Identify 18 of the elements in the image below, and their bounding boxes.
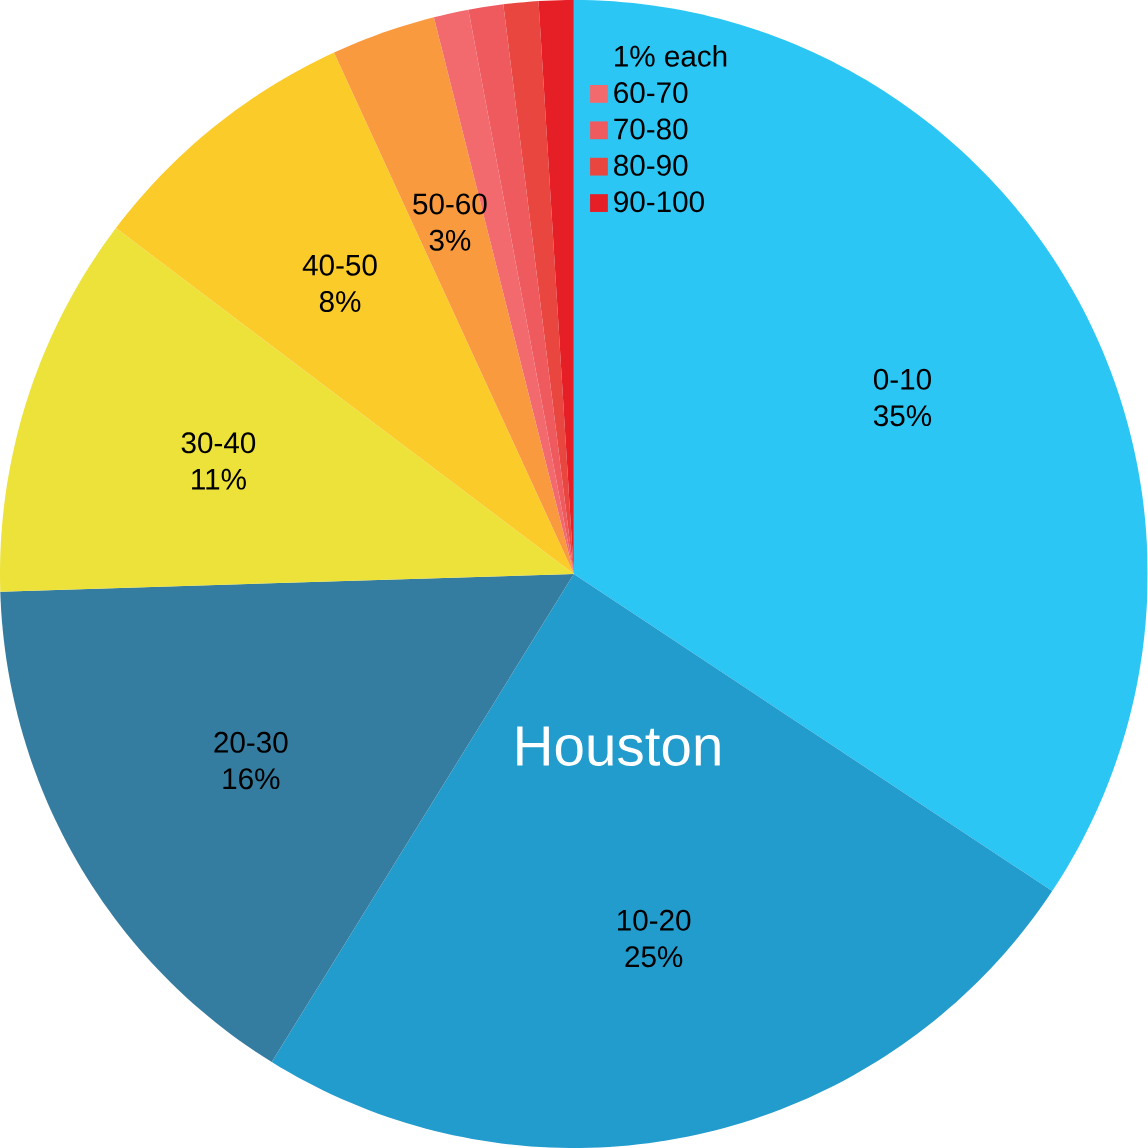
- slice-label: 0-10: [874, 368, 932, 390]
- text: 1% each: [615, 44, 727, 67]
- data-label: 35%: [874, 405, 932, 427]
- data-label: 8%: [320, 291, 361, 313]
- slice-label: 30-40: [181, 432, 256, 454]
- legend-label: 80-90: [614, 154, 688, 176]
- legend-label: 90-100: [614, 191, 705, 213]
- data-label: 25%: [625, 946, 683, 968]
- slice-label: 20-30: [214, 731, 288, 753]
- slice-label: 10-20: [618, 909, 691, 931]
- slice-label: 40-50: [302, 254, 377, 276]
- text: Houston: [517, 726, 720, 766]
- legend-label: 70-80: [614, 118, 688, 140]
- data-label: 3%: [429, 229, 471, 251]
- data-label: 16%: [223, 768, 280, 790]
- data-label: 11%: [192, 468, 247, 490]
- legend-label: 60-70: [614, 82, 688, 104]
- slice-label: 50-60: [413, 193, 487, 215]
